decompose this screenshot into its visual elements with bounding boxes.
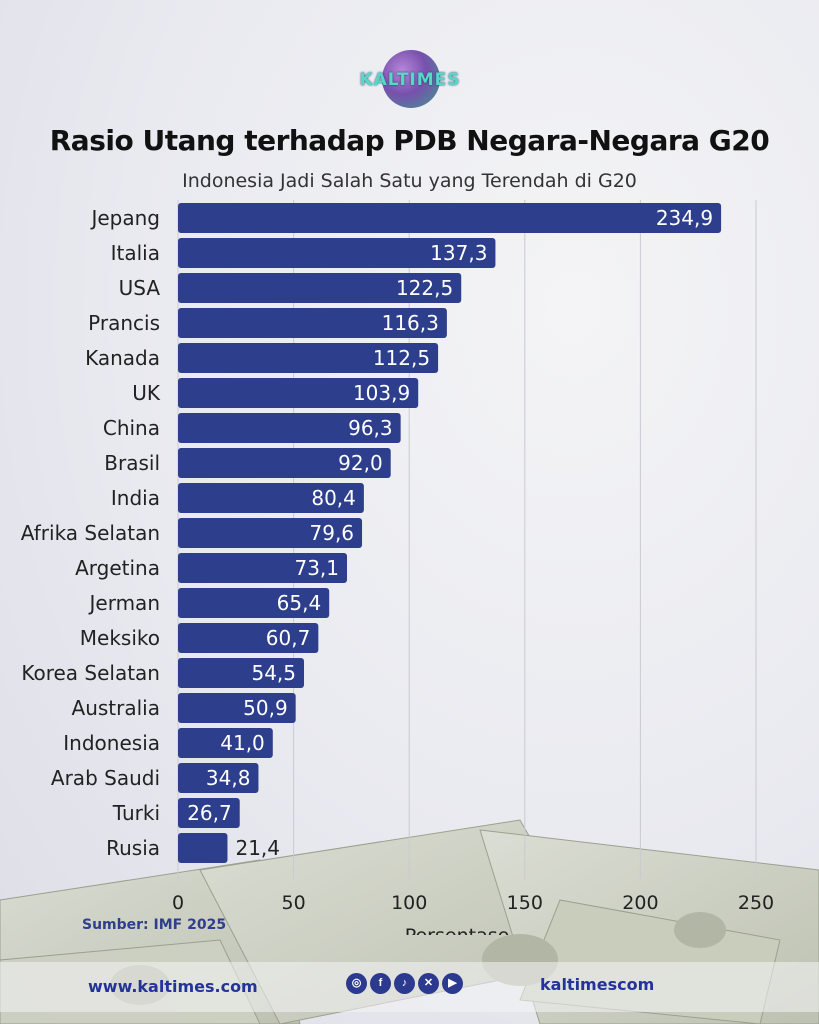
category-label: Turki [112, 801, 160, 825]
value-label: 137,3 [430, 241, 487, 265]
category-label: UK [132, 381, 161, 405]
category-label: India [111, 486, 160, 510]
category-label: Afrika Selatan [21, 521, 160, 545]
value-label: 112,5 [373, 346, 430, 370]
logo-orb [382, 50, 440, 108]
kaltimes-logo: KALTIMES [345, 50, 475, 112]
bar-jerman [178, 588, 330, 618]
category-label: Argetina [75, 556, 160, 580]
category-label: Korea Selatan [21, 661, 160, 685]
value-label: 79,6 [310, 521, 355, 545]
bar-turki [178, 798, 240, 828]
value-label: 73,1 [294, 556, 339, 580]
bar-jepang [178, 203, 722, 233]
value-label: 122,5 [396, 276, 453, 300]
x-tick-label: 250 [738, 892, 774, 914]
category-label: Rusia [106, 836, 160, 860]
x-tick-label: 100 [391, 892, 427, 914]
category-label: Jepang [89, 206, 160, 230]
bar-prancis [178, 308, 447, 338]
chart-title: Rasio Utang terhadap PDB Negara-Negara G… [49, 124, 770, 157]
bar-kanada [178, 343, 439, 373]
social-handle[interactable]: kaltimescom [540, 975, 655, 994]
social-icons: ◎ f ♪ ✕ ▶ [346, 973, 466, 997]
value-label: 234,9 [656, 206, 713, 230]
bar-brasil [178, 448, 391, 478]
value-label: 21,4 [235, 836, 280, 860]
x-tick-label: 200 [622, 892, 658, 914]
value-label: 60,7 [266, 626, 311, 650]
bar-india [178, 483, 364, 513]
category-label: Jerman [88, 591, 161, 615]
category-label: Prancis [88, 311, 160, 335]
bar-china [178, 413, 401, 443]
category-label: Indonesia [63, 731, 160, 755]
category-label: Italia [111, 241, 160, 265]
category-label: Australia [72, 696, 160, 720]
category-label: Arab Saudi [51, 766, 160, 790]
bar-korea-selatan [178, 658, 305, 688]
value-label: 103,9 [353, 381, 410, 405]
value-label: 41,0 [220, 731, 265, 755]
category-label: USA [119, 276, 161, 300]
value-label: 96,3 [348, 416, 393, 440]
value-label: 92,0 [338, 451, 383, 475]
bar-afrika-selatan [178, 518, 363, 548]
x-tick-label: 50 [282, 892, 306, 914]
bar-meksiko [178, 623, 319, 653]
bar-uk [178, 378, 419, 408]
facebook-icon[interactable]: f [370, 973, 391, 994]
value-label: 26,7 [187, 801, 232, 825]
x-tick-label: 0 [172, 892, 184, 914]
bar-arab-saudi [178, 763, 259, 793]
bar-australia [178, 693, 296, 723]
x-axis-label: Persentase [405, 925, 510, 935]
website-link[interactable]: www.kaltimes.com [88, 977, 258, 996]
category-label: Meksiko [80, 626, 160, 650]
instagram-icon[interactable]: ◎ [346, 973, 367, 994]
value-label: 65,4 [277, 591, 322, 615]
youtube-icon[interactable]: ▶ [442, 973, 463, 994]
x-icon[interactable]: ✕ [418, 973, 439, 994]
chart-subtitle: Indonesia Jadi Salah Satu yang Terendah … [182, 170, 637, 192]
category-label: Kanada [85, 346, 160, 370]
logo-text: KALTIMES [359, 70, 461, 90]
value-label: 116,3 [382, 311, 439, 335]
bar-italia [178, 238, 496, 268]
category-label: China [103, 416, 160, 440]
value-label: 80,4 [311, 486, 356, 510]
bar-usa [178, 273, 462, 303]
category-label: Brasil [104, 451, 160, 475]
bar-argetina [178, 553, 348, 583]
bar-rusia [178, 833, 228, 863]
tiktok-icon[interactable]: ♪ [394, 973, 415, 994]
value-label: 50,9 [243, 696, 288, 720]
bar-chart: Jepang 234,9 Italia 137,3 USA 122,5 Prancis 116… [21, 200, 774, 935]
source-note: Sumber: IMF 2025 [82, 917, 227, 933]
x-tick-label: 150 [507, 892, 543, 914]
bar-indonesia [178, 728, 273, 758]
value-label: 34,8 [206, 766, 251, 790]
value-label: 54,5 [251, 661, 296, 685]
